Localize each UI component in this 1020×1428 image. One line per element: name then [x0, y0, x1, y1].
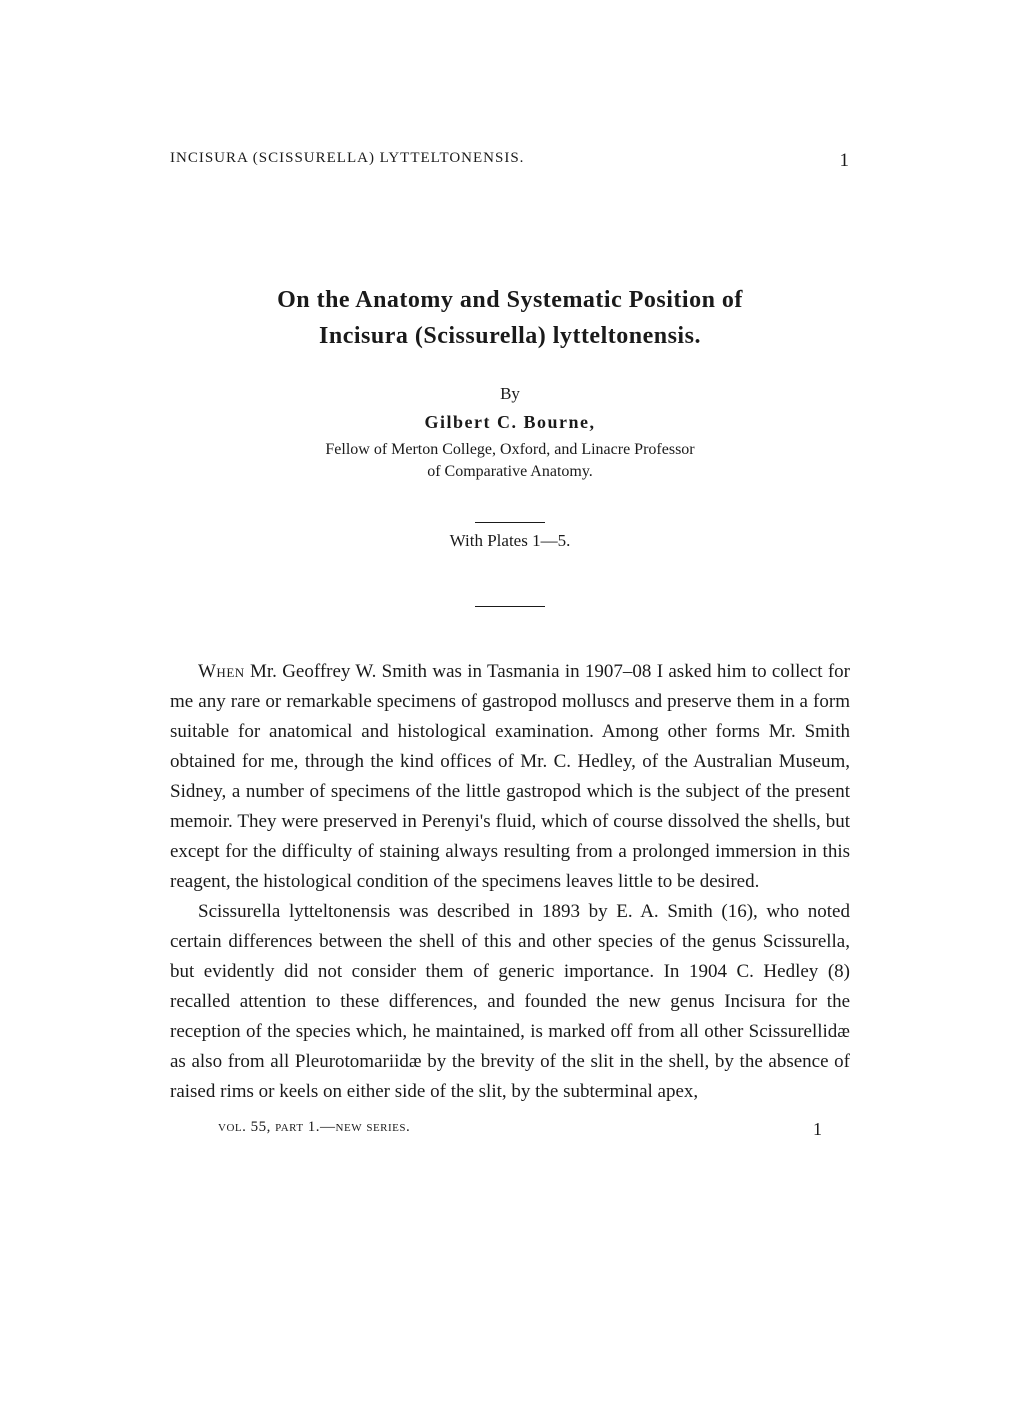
author-affiliation: Fellow of Merton College, Oxford, and Li… [170, 439, 850, 484]
author-name: Gilbert C. Bourne, [170, 412, 850, 433]
lead-word: When [198, 661, 245, 682]
paragraph-2: Scissurella lytteltonensis was described… [170, 897, 850, 1107]
by-label: By [170, 384, 850, 404]
plates-block: With Plates 1—5. [170, 522, 850, 607]
affiliation-line-2: of Comparative Anatomy. [427, 463, 593, 480]
article-title: On the Anatomy and Systematic Position o… [170, 282, 850, 354]
title-line-2: Incisura (Scissurella) lytteltonensis. [319, 323, 701, 349]
footer-page-number: 1 [813, 1119, 822, 1140]
plates-caption: With Plates 1—5. [170, 531, 850, 551]
footer-volume: vol. 55, part 1.—new series. [218, 1119, 410, 1140]
title-line-1: On the Anatomy and Systematic Position o… [277, 287, 743, 313]
paragraph-1-body: Mr. Geoffrey W. Smith was in Tasmania in… [170, 661, 850, 892]
running-title: INCISURA (SCISSURELLA) LYTTELTONENSIS. [170, 150, 524, 172]
page-number-top: 1 [840, 150, 851, 172]
paragraph-1: When Mr. Geoffrey W. Smith was in Tasman… [170, 657, 850, 897]
running-header: INCISURA (SCISSURELLA) LYTTELTONENSIS. 1 [170, 150, 850, 172]
footer: vol. 55, part 1.—new series. 1 [170, 1119, 850, 1140]
affiliation-line-1: Fellow of Merton College, Oxford, and Li… [325, 441, 694, 458]
rule-top [475, 522, 545, 523]
spacer [170, 607, 850, 657]
